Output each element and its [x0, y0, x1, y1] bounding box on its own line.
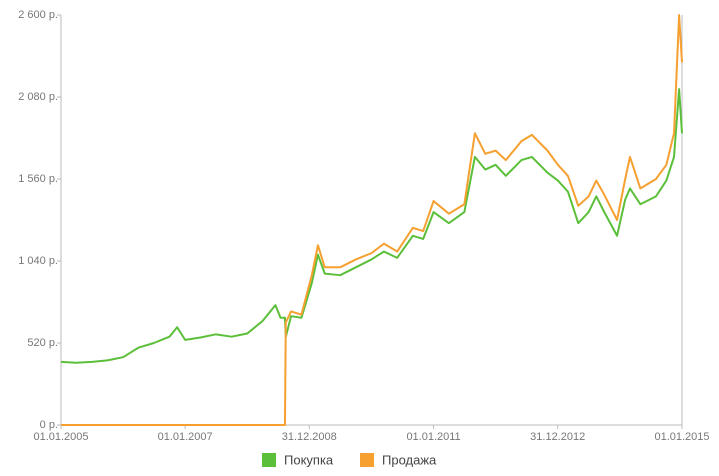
- y-tick-label: 0 р.: [40, 419, 58, 431]
- x-tick-label: 01.01.2011: [406, 431, 460, 443]
- legend-label: Покупка: [284, 452, 334, 467]
- y-tick-label: 520 р.: [27, 337, 58, 349]
- x-tick-label: 31.12.2008: [282, 431, 337, 443]
- legend-swatch: [360, 453, 374, 467]
- y-tick-label: 1 040 р.: [18, 255, 58, 267]
- x-tick-label: 01.01.2007: [158, 431, 213, 443]
- series-line: [60, 88, 683, 364]
- x-tick-label: 01.01.2005: [33, 431, 88, 443]
- x-tick-label: 31.12.2012: [530, 431, 585, 443]
- legend-swatch: [262, 453, 276, 467]
- y-tick-label: 1 560 р.: [18, 173, 58, 185]
- x-tick-label: 01.01.2015: [654, 431, 709, 443]
- legend-label: Продажа: [382, 452, 437, 467]
- y-tick-label: 2 600 р.: [18, 9, 58, 21]
- y-tick-label: 2 080 р.: [18, 91, 58, 103]
- series-line: [61, 14, 683, 426]
